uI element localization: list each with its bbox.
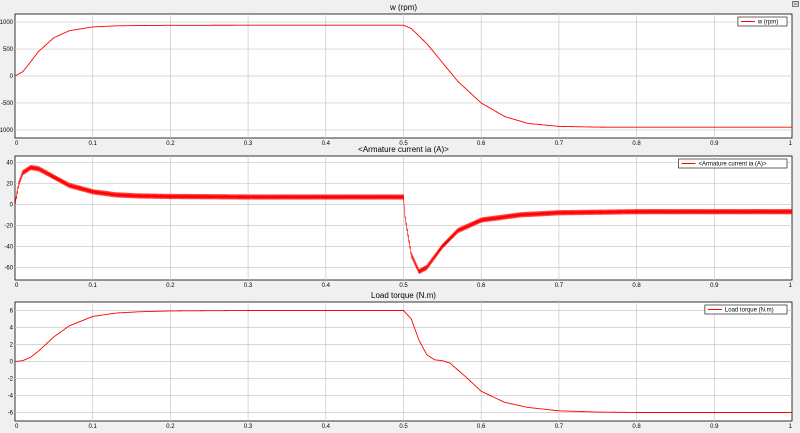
x-tick-label: 0.6 xyxy=(477,283,486,289)
x-tick-label: 0.2 xyxy=(166,424,175,430)
x-tick-label: 0.1 xyxy=(89,283,98,289)
x-tick-label: 0.5 xyxy=(399,141,408,147)
series-line xyxy=(15,24,792,128)
y-tick-label: 500 xyxy=(3,47,14,53)
legend-box xyxy=(737,16,788,27)
x-tick-label: 0.4 xyxy=(322,424,331,430)
y-tick-label: 0 xyxy=(10,360,14,366)
x-tick-label: 1 xyxy=(789,283,793,289)
plot-panel-3: Load torque (N.m) 0 0.1 0.2 0.3 0.4 0.5 0.6 0.7 0… xyxy=(8,291,793,430)
x-tick-label: 0.3 xyxy=(244,283,253,289)
y-tick-label: 2 xyxy=(10,343,14,349)
x-tick-label: 0.4 xyxy=(322,141,331,147)
y-tick-label: 40 xyxy=(6,160,13,166)
x-tick-label: 0 xyxy=(15,283,19,289)
y-tick-label: -60 xyxy=(4,265,13,271)
legend-entry: w (rpm) xyxy=(757,20,778,26)
x-tick-label: 1 xyxy=(789,424,793,430)
plot-title: w (rpm) xyxy=(389,3,417,12)
x-tick-label: 0.1 xyxy=(89,424,98,430)
x-tick-label: 0.9 xyxy=(710,141,719,147)
x-tick-label: 0.7 xyxy=(555,141,564,147)
y-tick-label: -1000 xyxy=(0,128,14,134)
series-line xyxy=(15,310,792,413)
x-tick-label: 0.8 xyxy=(632,283,641,289)
plot-panel-1: w (rpm) 0 0.1 0.2 0.3 0.4 0.5 0.6 0.7 0.8 0.9 1 -100… xyxy=(0,3,793,147)
x-tick-label: 0.9 xyxy=(710,283,719,289)
y-tick-label: 4 xyxy=(10,326,14,332)
plot-title: <Armature current ia (A)> xyxy=(358,145,449,154)
y-tick-label: -500 xyxy=(1,101,14,107)
legend-entry: <Armature current ia (A)> xyxy=(699,162,768,168)
y-tick-label: 6 xyxy=(10,309,14,315)
y-tick-label: 20 xyxy=(6,181,13,187)
y-tick-label: -20 xyxy=(4,223,13,229)
x-tick-label: 0.5 xyxy=(399,283,408,289)
x-tick-label: 0.8 xyxy=(632,141,641,147)
legend-entry: Load torque (N.m) xyxy=(725,308,774,314)
x-tick-label: 0.5 xyxy=(399,424,408,430)
legend-box xyxy=(704,304,788,315)
x-tick-label: 0.4 xyxy=(322,283,331,289)
x-tick-label: 0.2 xyxy=(166,283,175,289)
x-tick-label: 1 xyxy=(789,141,793,147)
x-tick-label: 0 xyxy=(15,141,19,147)
y-tick-label: -40 xyxy=(4,244,13,250)
x-tick-label: 0.6 xyxy=(477,141,486,147)
x-tick-label: 0.7 xyxy=(555,283,564,289)
y-tick-label: -4 xyxy=(8,394,14,400)
legend: w (rpm) xyxy=(737,16,788,27)
y-tick-label: -6 xyxy=(8,411,14,417)
x-tick-label: 0.8 xyxy=(632,424,641,430)
x-tick-label: 0.1 xyxy=(89,141,98,147)
x-tick-label: 0.2 xyxy=(166,141,175,147)
x-tick-label: 0.3 xyxy=(244,141,253,147)
y-tick-label: -2 xyxy=(8,377,14,383)
legend: <Armature current ia (A)> xyxy=(678,158,788,169)
plot-title: Load torque (N.m) xyxy=(371,291,436,300)
y-tick-label: 0 xyxy=(10,202,14,208)
restore-window-button[interactable]: ⊡ xyxy=(792,1,799,7)
series-line xyxy=(15,164,792,274)
x-tick-label: 0.9 xyxy=(710,424,719,430)
x-tick-label: 0 xyxy=(15,424,19,430)
x-tick-label: 0.3 xyxy=(244,424,253,430)
y-tick-label: 1000 xyxy=(0,20,14,26)
x-tick-label: 0.6 xyxy=(477,424,486,430)
legend-box xyxy=(678,158,788,169)
y-tick-label: 0 xyxy=(10,74,14,80)
legend: Load torque (N.m) xyxy=(704,304,788,315)
plot-panel-2: <Armature current ia (A)> 0 0.1 0.2 0.3 0.4 0.… xyxy=(4,145,792,289)
x-tick-label: 0.7 xyxy=(555,424,564,430)
